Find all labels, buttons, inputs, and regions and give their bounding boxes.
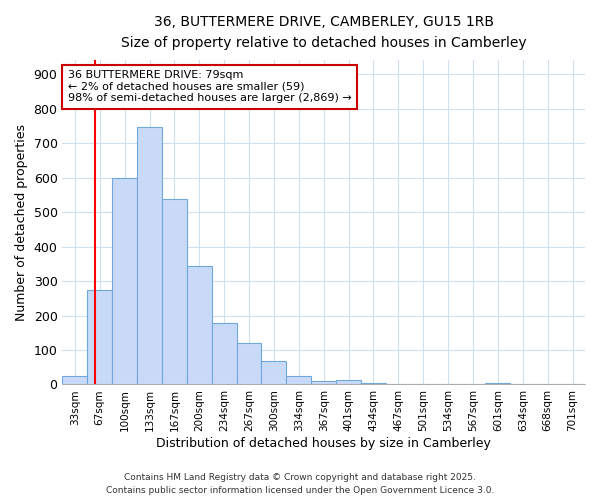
Bar: [88, 290, 112, 384]
Bar: [262, 362, 286, 384]
Bar: [112, 178, 137, 384]
Title: 36, BUTTERMERE DRIVE, CAMBERLEY, GU15 1RB
Size of property relative to detached : 36, BUTTERMERE DRIVE, CAMBERLEY, GU15 1R…: [121, 15, 527, 50]
Bar: [212, 323, 236, 384]
X-axis label: Distribution of detached houses by size in Camberley: Distribution of detached houses by size …: [156, 437, 491, 450]
Bar: [336, 380, 361, 384]
Bar: [62, 376, 88, 384]
Bar: [286, 376, 311, 384]
Text: 36 BUTTERMERE DRIVE: 79sqm
← 2% of detached houses are smaller (59)
98% of semi-: 36 BUTTERMERE DRIVE: 79sqm ← 2% of detac…: [68, 70, 352, 103]
Y-axis label: Number of detached properties: Number of detached properties: [15, 124, 28, 321]
Bar: [187, 266, 212, 384]
Bar: [311, 381, 336, 384]
Bar: [162, 200, 187, 384]
Bar: [137, 126, 162, 384]
Bar: [236, 343, 262, 384]
Text: Contains HM Land Registry data © Crown copyright and database right 2025.
Contai: Contains HM Land Registry data © Crown c…: [106, 474, 494, 495]
